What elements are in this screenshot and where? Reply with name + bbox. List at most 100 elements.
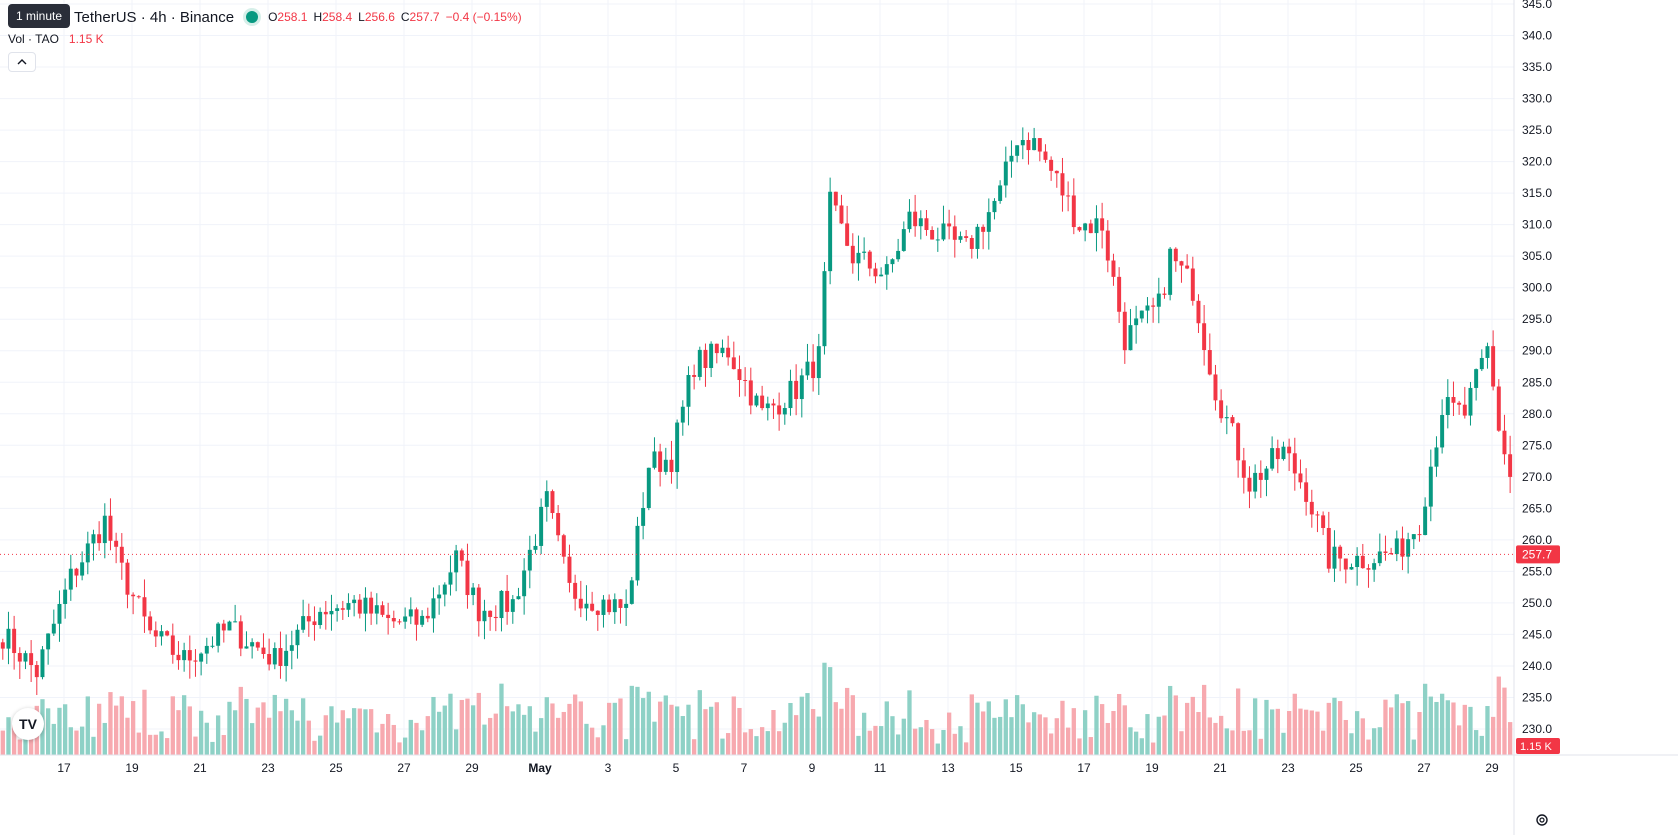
candle-body xyxy=(363,597,368,614)
time-tick-label: 11 xyxy=(874,761,887,775)
price-tick-label: 275.0 xyxy=(1522,438,1552,452)
candle-body xyxy=(896,250,901,260)
volume-bar xyxy=(1303,709,1309,755)
volume-bar xyxy=(1009,717,1014,755)
volume-bar xyxy=(176,710,181,755)
candle-body xyxy=(964,236,969,239)
market-status-icon[interactable] xyxy=(246,11,259,23)
candle-body xyxy=(1400,538,1405,557)
candle-body xyxy=(1066,195,1071,197)
volume-bar xyxy=(1060,700,1065,755)
settings-button[interactable] xyxy=(1534,812,1550,831)
candle-body xyxy=(975,226,980,249)
volume-bar xyxy=(657,701,663,755)
candle-body xyxy=(873,268,878,277)
volume-bar xyxy=(1207,717,1212,755)
price-tick-label: 245.0 xyxy=(1522,627,1552,641)
volume-bar xyxy=(793,715,799,755)
time-tick-label: 25 xyxy=(329,761,343,775)
volume-bar xyxy=(79,726,85,755)
volume-bar xyxy=(0,730,5,755)
volume-bar xyxy=(652,721,657,755)
ohlc-open: O258.1 xyxy=(268,10,308,24)
symbol-title[interactable]: TetherUS · 4h · Binance xyxy=(74,8,235,26)
price-tick-label: 255.0 xyxy=(1522,564,1552,578)
volume-bar xyxy=(419,730,425,755)
candle-body xyxy=(499,590,504,619)
candle-body xyxy=(1440,415,1445,448)
volume-bar xyxy=(720,738,725,755)
volume-bar xyxy=(958,726,963,755)
price-axis[interactable]: 345.0 340.0 335.0 330.0 325.0 320.0 315.0 310.0… xyxy=(1513,0,1560,835)
volume-bar xyxy=(306,720,311,755)
candle-body xyxy=(561,535,566,557)
volume-bar xyxy=(1179,731,1184,755)
candle-body xyxy=(17,653,22,662)
volume-bar xyxy=(510,711,515,755)
candle-body xyxy=(1128,325,1133,351)
candle-body xyxy=(1219,400,1224,419)
symbol-legend: TetherUS · 4h · Binance O258.1 H258.4 L2… xyxy=(8,6,522,28)
volume-bar xyxy=(1383,699,1388,755)
candle-body xyxy=(703,349,708,368)
candle-body xyxy=(255,642,260,648)
volume-bar xyxy=(1434,701,1439,755)
volume-bar xyxy=(867,730,872,755)
collapse-legend-button[interactable] xyxy=(8,52,36,72)
volume-bar xyxy=(861,712,867,755)
volume-bar xyxy=(765,731,770,755)
tradingview-logo[interactable]: TV xyxy=(12,708,44,740)
volume-bar xyxy=(187,706,192,755)
candle-body xyxy=(539,506,544,546)
candle-body xyxy=(646,467,651,508)
candle-body xyxy=(238,621,243,649)
price-tick-label: 345.0 xyxy=(1522,0,1552,11)
candle-body xyxy=(153,630,158,637)
volume-bar xyxy=(612,702,617,755)
candle-body xyxy=(833,191,838,206)
volume-bar xyxy=(125,717,130,755)
volume-bar xyxy=(363,709,368,755)
candle-body xyxy=(641,507,646,526)
price-tick-label: 325.0 xyxy=(1522,123,1552,137)
volume-bar xyxy=(595,737,600,755)
price-tick-label: 250.0 xyxy=(1522,596,1552,610)
time-axis[interactable]: 17 19 21 23 25 27 29 May 3 5 7 9 11 13 15 17 19 21 23 25 27 2… xyxy=(0,754,1678,775)
volume-legend[interactable]: Vol · TAO 1.15 K xyxy=(8,32,104,46)
volume-bar xyxy=(544,697,549,755)
volume-bar xyxy=(1003,699,1008,755)
candle-body xyxy=(726,347,731,358)
candle-body xyxy=(884,264,889,275)
volume-bar xyxy=(1264,699,1269,755)
candle-body xyxy=(284,650,289,666)
volume-bar xyxy=(946,712,952,755)
volume-bar xyxy=(6,717,11,755)
volume-bar xyxy=(1037,714,1042,755)
volume-bar xyxy=(62,704,68,755)
candle-body xyxy=(1445,397,1450,416)
candle-body xyxy=(6,628,11,649)
candle-body xyxy=(567,556,572,583)
candle-body xyxy=(29,653,34,666)
candle-body xyxy=(635,525,640,581)
candle-body xyxy=(930,229,935,240)
candle-body xyxy=(1377,551,1382,564)
candle-body xyxy=(1349,567,1354,570)
volume-bar xyxy=(448,693,453,755)
candle-body xyxy=(839,205,844,224)
volume-bar xyxy=(527,706,532,755)
candle-body xyxy=(516,596,521,600)
volume-bar xyxy=(289,710,294,755)
ohlc-high: H258.4 xyxy=(313,10,353,24)
volume-bar xyxy=(1247,730,1252,755)
volume-bar xyxy=(805,693,810,755)
candle-body xyxy=(306,616,311,622)
candle-body xyxy=(1134,318,1139,326)
volume-bar xyxy=(266,717,272,755)
volume-bar xyxy=(1349,733,1354,755)
candle-body xyxy=(737,369,742,381)
volume-bar xyxy=(674,706,680,755)
volume-bar xyxy=(181,695,187,755)
